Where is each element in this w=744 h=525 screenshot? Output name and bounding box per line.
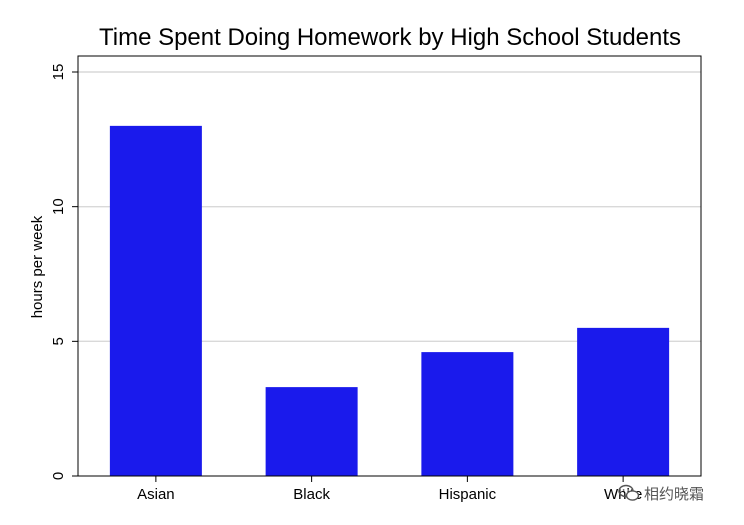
- watermark-text: 相约晓霜: [644, 484, 705, 503]
- bar-black: [265, 387, 358, 476]
- x-tick-label-black: Black: [293, 486, 330, 503]
- bar-hispanic: [421, 352, 514, 476]
- bars: [109, 125, 670, 476]
- wechat-logo-icon: [618, 484, 640, 501]
- plot-frame: [77, 55, 702, 477]
- x-tick-label-asian: Asian: [137, 486, 175, 503]
- watermark: 相约晓霜: [618, 481, 704, 505]
- y-tick-label: 0: [50, 472, 67, 480]
- y-tick-label: 15: [50, 64, 67, 81]
- y-axis-ticks: 0 5 10 15: [50, 64, 78, 480]
- bar-asian: [109, 125, 202, 476]
- bar-white: [577, 327, 670, 476]
- chart-title: Time Spent Doing Homework by High School…: [99, 24, 681, 51]
- y-axis-label: hours per week: [29, 215, 46, 318]
- y-tick-label: 10: [50, 198, 67, 215]
- y-tick-label: 5: [50, 337, 67, 345]
- x-tick-label-hispanic: Hispanic: [439, 486, 497, 503]
- x-axis-ticks: Asian Black Hispanic White: [137, 476, 642, 503]
